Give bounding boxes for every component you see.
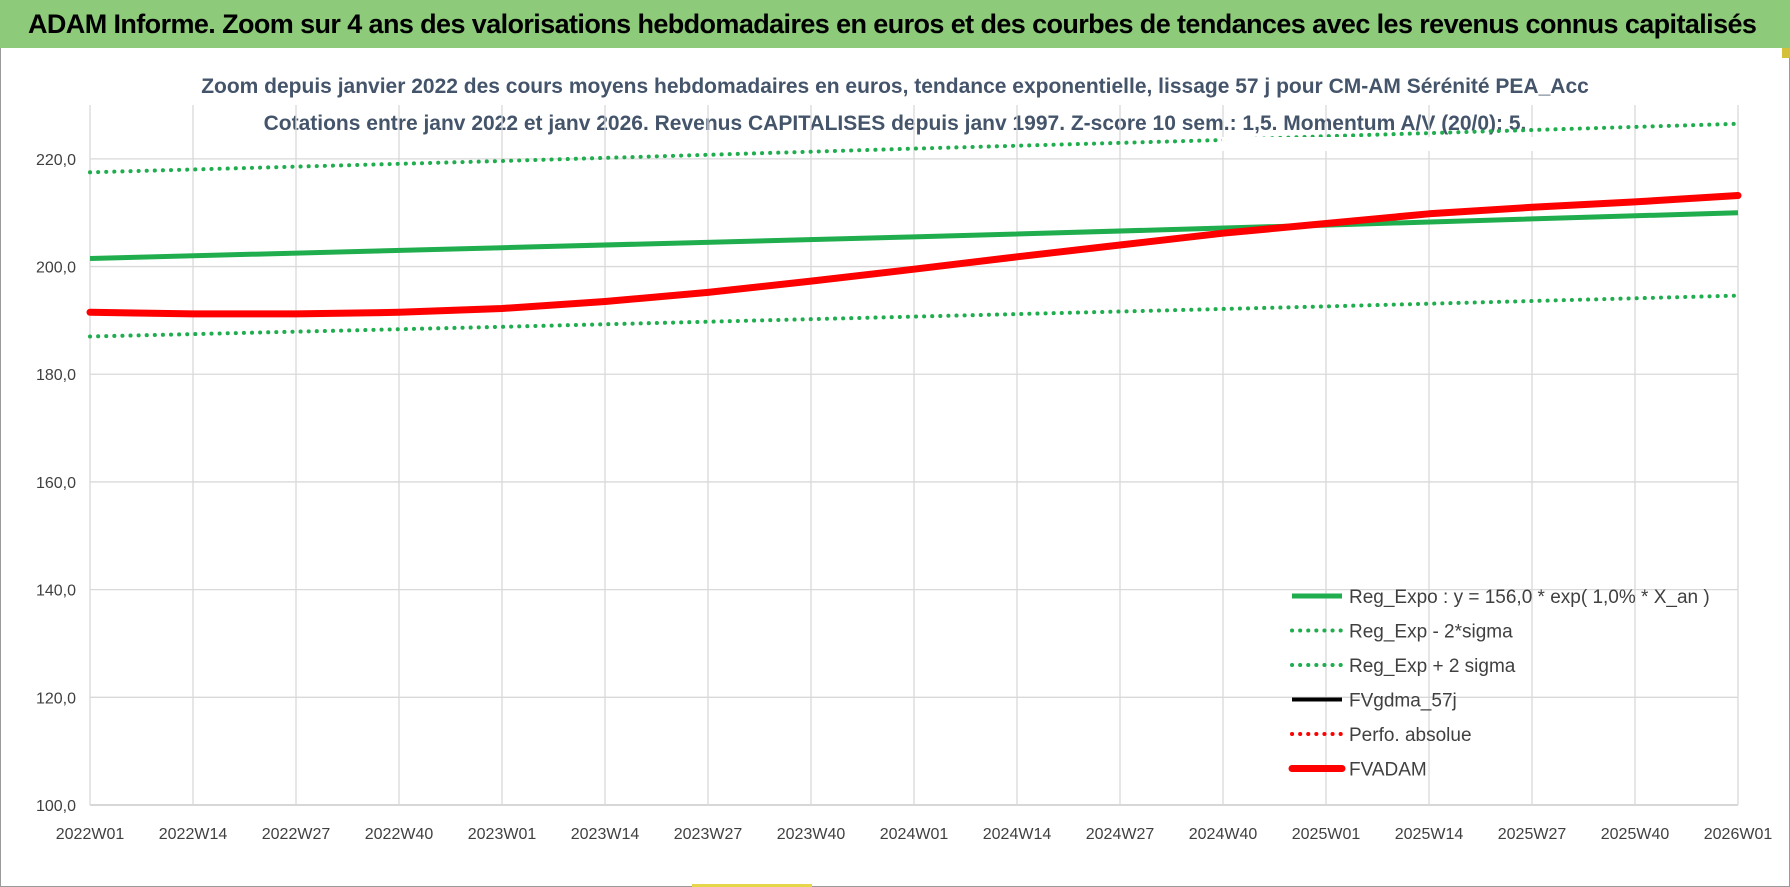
y-axis-ticks: 100,0 120,0 140,0 160,0 180,0 200,0 220,0 [36, 152, 76, 815]
legend-label-3: FVgdma_57j [1349, 691, 1457, 712]
report-banner: ADAM Informe. Zoom sur 4 ans des valoris… [0, 0, 1790, 48]
legend-label-5: FVADAM [1349, 760, 1427, 781]
x-tick-label: 2025W01 [1292, 826, 1361, 843]
y-tick-label: 160,0 [36, 475, 76, 492]
grid-lines [89, 105, 1739, 806]
x-tick-label: 2022W01 [56, 826, 125, 843]
legend-label-4: Perfo. absolue [1349, 725, 1472, 746]
series-lines [86, 121, 1742, 339]
x-tick-label: 2025W14 [1395, 826, 1464, 843]
x-tick-label: 2024W40 [1189, 826, 1258, 843]
y-tick-label: 220,0 [36, 152, 76, 169]
chart-title-line-2: Cotations entre janv 2022 et janv 2026. … [264, 112, 1527, 135]
legend-label-2: Reg_Exp + 2 sigma [1349, 656, 1516, 677]
series-line-5 [86, 192, 1742, 318]
x-tick-label: 2025W40 [1601, 826, 1670, 843]
x-tick-label: 2022W14 [159, 826, 228, 843]
x-tick-label: 2026W01 [1704, 826, 1773, 843]
frame-edge-marker [1782, 48, 1790, 58]
legend-label-1: Reg_Exp - 2*sigma [1349, 622, 1513, 643]
title-overlap-mask [1222, 137, 1562, 151]
series-line-2 [88, 121, 1740, 175]
series-line-0 [89, 210, 1739, 261]
x-tick-label: 2022W40 [365, 826, 434, 843]
x-tick-label: 2024W27 [1086, 826, 1155, 843]
frame-bottom-marker [692, 884, 812, 887]
x-tick-label: 2023W27 [674, 826, 743, 843]
y-tick-label: 200,0 [36, 260, 76, 277]
x-tick-label: 2023W01 [468, 826, 537, 843]
y-tick-label: 140,0 [36, 583, 76, 600]
y-tick-label: 180,0 [36, 367, 76, 384]
report-title: ADAM Informe. Zoom sur 4 ans des valoris… [28, 8, 1757, 39]
x-axis-ticks: 2022W01 2022W14 2022W27 2022W40 2023W01 2023W… [56, 826, 1773, 843]
x-tick-label: 2025W27 [1498, 826, 1567, 843]
x-tick-label: 2023W40 [777, 826, 846, 843]
x-tick-label: 2024W14 [983, 826, 1052, 843]
x-tick-label: 2023W14 [571, 826, 640, 843]
series-line-1 [88, 293, 1740, 339]
legend: Reg_Expo : y = 156,0 * exp( 1,0% * X_an … [1288, 587, 1710, 781]
y-tick-label: 100,0 [36, 798, 76, 815]
chart-title-line-1: Zoom depuis janvier 2022 des cours moyen… [201, 75, 1589, 98]
chart-frame [0, 48, 1790, 887]
x-tick-label: 2024W01 [880, 826, 949, 843]
x-tick-label: 2022W27 [262, 826, 331, 843]
legend-label-0: Reg_Expo : y = 156,0 * exp( 1,0% * X_an … [1349, 587, 1710, 608]
y-tick-label: 120,0 [36, 690, 76, 707]
